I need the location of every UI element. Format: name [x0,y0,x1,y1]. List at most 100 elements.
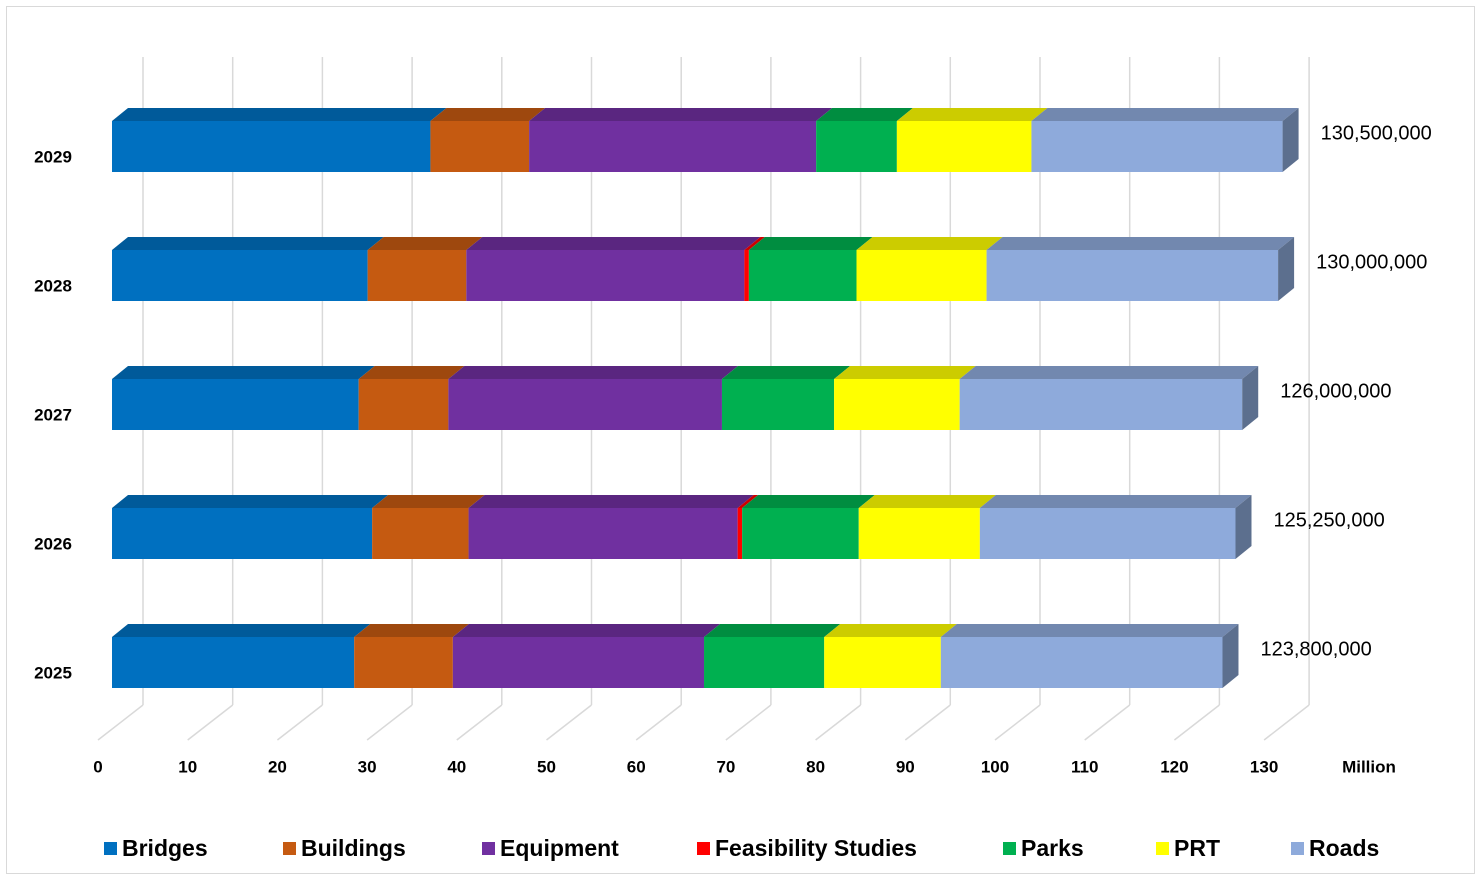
y-tick-label: 2028 [34,276,72,295]
bar-top [372,495,485,508]
bar [466,250,745,301]
floor-line [1263,704,1310,741]
bar-top [1031,108,1299,121]
floor-line [904,704,951,741]
bar-top [896,108,1048,121]
bar-side [1242,366,1259,430]
bar [354,637,453,688]
bar-top [430,108,546,121]
floor-line [187,704,234,741]
bar-top [112,108,447,121]
bar [940,637,1223,688]
bar-top [466,237,761,250]
bar-top [354,624,469,637]
bar-top [742,495,875,508]
floor-line [725,704,772,741]
bar-top [748,237,873,250]
bar [824,637,941,688]
x-tick-label: 90 [896,757,915,776]
bar-top [959,366,1259,379]
x-tick-label: 30 [358,757,377,776]
bar [430,121,530,172]
legend-label: Bridges [122,835,208,861]
bar [979,508,1236,559]
bar [448,379,722,430]
bar-top [986,237,1295,250]
x-tick-label: 40 [447,757,466,776]
bar-top [816,108,913,121]
bar [112,637,355,688]
x-tick-label: 100 [981,757,1009,776]
bar [112,379,359,430]
floor-line [815,704,862,741]
bar-top [979,495,1252,508]
bar-top [529,108,833,121]
total-label: 126,000,000 [1280,380,1391,402]
bar [742,508,859,559]
bar-top [448,366,738,379]
floor-line [456,704,503,741]
legend-label: Parks [1021,835,1084,861]
legend-swatch [1291,842,1304,855]
total-label: 130,000,000 [1316,251,1427,273]
bar [468,508,738,559]
legend-swatch [697,842,710,855]
y-tick-label: 2026 [34,534,72,553]
x-tick-label: 120 [1160,757,1188,776]
bar [986,250,1279,301]
bar-top [704,624,841,637]
y-tick-label: 2025 [34,663,72,682]
bar [856,250,987,301]
total-label: 123,800,000 [1260,638,1371,660]
floor-line [635,704,682,741]
x-tick-label: 0 [93,757,102,776]
y-tick-label: 2027 [34,405,72,424]
floor-line [366,704,413,741]
bar [112,508,373,559]
legend-swatch [104,842,117,855]
bar [959,379,1243,430]
x-tick-label: 60 [627,757,646,776]
bar-top [112,495,389,508]
bar-top [112,237,384,250]
bar-side [1235,495,1252,559]
bar-top [112,624,371,637]
floor-line [546,704,592,741]
x-axis-label: Million [1342,757,1396,776]
bar [834,379,960,430]
bar [744,250,749,301]
floor-line [1173,704,1220,741]
y-tick-label: 2029 [34,147,72,166]
bar-top [468,495,754,508]
bar [358,379,449,430]
floor-line [994,704,1041,741]
bar [721,379,835,430]
bar [112,250,368,301]
total-label: 125,250,000 [1273,509,1384,531]
bar [748,250,857,301]
x-tick-label: 50 [537,757,556,776]
total-label: 130,500,000 [1321,122,1432,144]
bar-top [856,237,1003,250]
x-tick-label: 130 [1250,757,1278,776]
bar-top [721,366,851,379]
x-tick-label: 80 [806,757,825,776]
floor-line [1084,704,1131,741]
bar [112,121,431,172]
bar-top [824,624,957,637]
x-tick-label: 10 [178,757,197,776]
bar-top [367,237,483,250]
floor-line [276,704,323,741]
bar [529,121,817,172]
legend-swatch [1003,842,1016,855]
bar [896,121,1032,172]
x-tick-label: 110 [1071,757,1098,776]
legend-label: Buildings [301,835,406,861]
legend-swatch [482,842,495,855]
bar [367,250,467,301]
legend-label: PRT [1174,835,1220,861]
floor-line [97,704,144,741]
bar-top [358,366,465,379]
x-tick-label: 70 [716,757,735,776]
